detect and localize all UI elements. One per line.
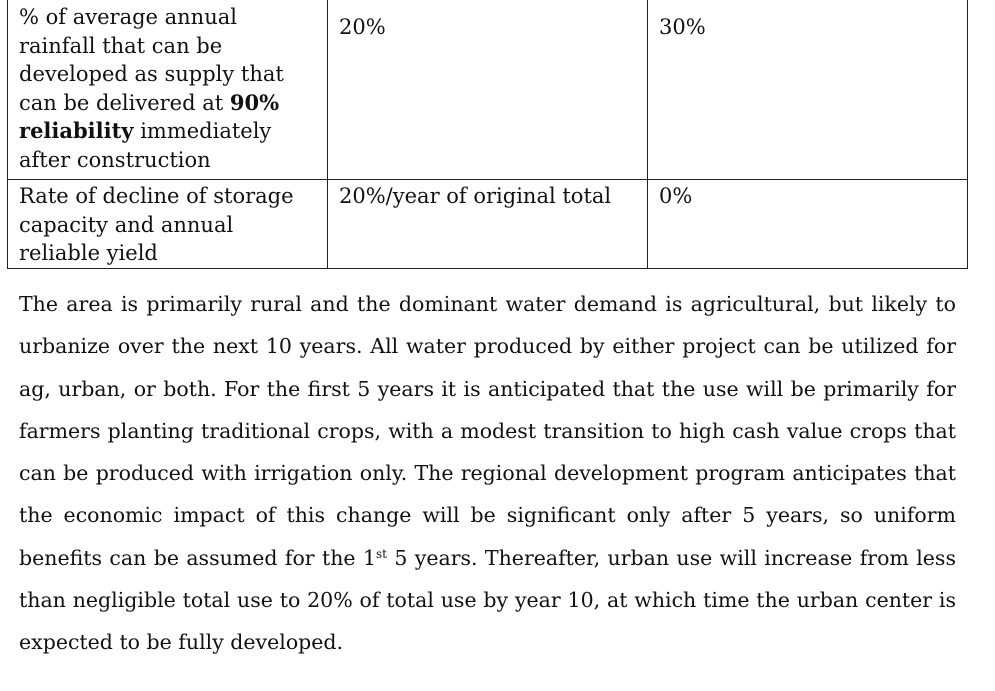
option-a-value: 20%: [339, 15, 386, 39]
criterion-bold-text: 90% reliability: [19, 89, 280, 144]
table-row: % of average annual rainfall that can be…: [7, 0, 968, 180]
criterion-text-part: % of average annual rainfall that can be…: [19, 5, 284, 115]
ordinal-superscript: st: [375, 546, 387, 561]
comparison-table-wrapper: % of average annual rainfall that can be…: [7, 0, 968, 269]
option-b-cell: 0%: [647, 179, 968, 269]
criterion-cell: Rate of decline of storage capacity and …: [7, 179, 328, 269]
option-b-value: 30%: [659, 15, 706, 39]
option-b-cell: 30%: [647, 0, 968, 180]
option-a-cell: 20%/year of original total: [327, 179, 648, 269]
option-a-cell: 20%: [327, 0, 648, 180]
paragraph-text-part: 5 years. Thereafter, urban use will incr…: [19, 545, 956, 655]
body-paragraph: The area is primarily rural and the domi…: [19, 283, 956, 664]
paragraph-text-part: The area is primarily rural and the domi…: [19, 292, 956, 570]
comparison-table: % of average annual rainfall that can be…: [7, 0, 968, 269]
criterion-text-part: immediately after construction: [19, 119, 272, 172]
criterion-cell: % of average annual rainfall that can be…: [7, 0, 328, 180]
table-row: Rate of decline of storage capacity and …: [7, 179, 968, 269]
